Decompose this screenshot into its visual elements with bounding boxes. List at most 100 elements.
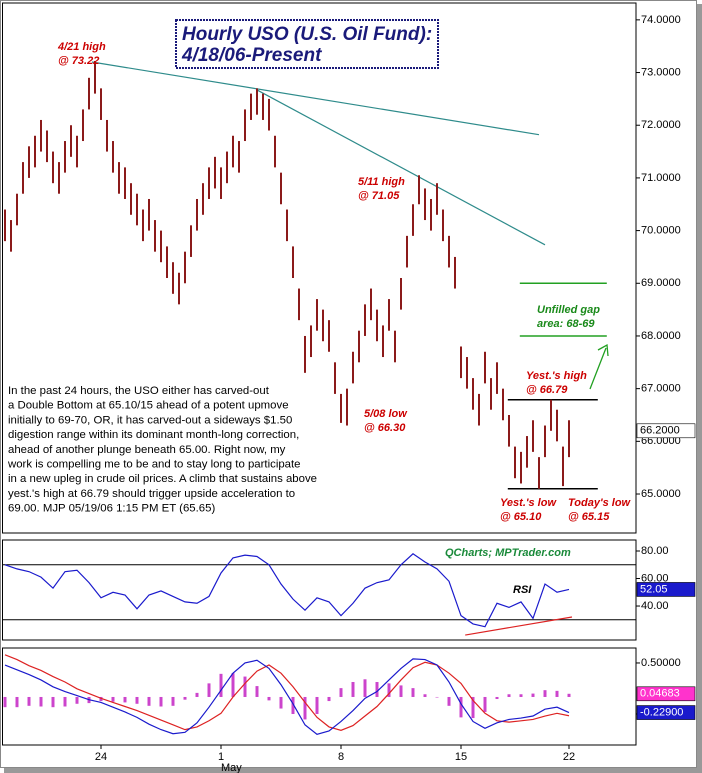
histogram-bar bbox=[363, 679, 367, 697]
histogram-bar bbox=[459, 696, 463, 718]
shadow bbox=[4, 768, 702, 773]
annotation: @ 65.15 bbox=[568, 511, 610, 523]
trendline bbox=[465, 616, 573, 636]
y-tick-label: 60.00 bbox=[641, 572, 669, 584]
x-tick-label: 1 bbox=[218, 751, 224, 763]
panel-frame bbox=[2, 539, 637, 641]
histogram-bar bbox=[267, 696, 271, 701]
histogram-bar bbox=[183, 696, 187, 700]
histogram-bar bbox=[231, 673, 235, 697]
histogram-bar bbox=[123, 696, 127, 703]
annotation: 5/11 high bbox=[358, 176, 405, 188]
y-tick-label: 80.00 bbox=[641, 545, 669, 557]
histogram-bar bbox=[351, 682, 355, 697]
y-tick-label: 66.0000 bbox=[641, 435, 681, 447]
commentary-line: In the past 24 hours, the USO either has… bbox=[8, 385, 270, 397]
histogram-bar bbox=[75, 696, 79, 704]
y-tick-label: 69.0000 bbox=[641, 277, 681, 289]
histogram-bar bbox=[195, 692, 199, 697]
annotation: Yest.'s high bbox=[526, 370, 587, 382]
histogram-bar bbox=[435, 696, 439, 698]
series-line bbox=[4, 552, 570, 628]
histogram-bar bbox=[327, 696, 331, 702]
histogram-bar bbox=[147, 696, 151, 706]
title-box bbox=[175, 19, 439, 69]
annotation: area: 68-69 bbox=[537, 318, 595, 330]
histogram-bar bbox=[387, 683, 391, 697]
trendline bbox=[256, 89, 546, 246]
shadow bbox=[697, 4, 702, 773]
histogram-bar bbox=[507, 694, 511, 697]
value-readout bbox=[636, 582, 696, 597]
value-readout bbox=[636, 423, 696, 439]
annotation: Yest.'s low bbox=[500, 497, 557, 509]
commentary-line: digestion range within its dominant mont… bbox=[8, 429, 299, 441]
commentary-line: yest.'s high at 66.79 should trigger ups… bbox=[8, 488, 295, 500]
histogram-bar bbox=[99, 696, 103, 702]
value-readout-label: 52.05 bbox=[640, 583, 668, 595]
histogram-bar bbox=[111, 696, 115, 702]
x-tick-label: 24 bbox=[95, 751, 107, 763]
histogram-bar bbox=[519, 694, 523, 697]
annotation: @ 66.79 bbox=[526, 384, 568, 396]
histogram-bar bbox=[471, 696, 475, 719]
chart-title: Hourly USO (U.S. Oil Fund): bbox=[182, 24, 432, 45]
annotation: @ 66.30 bbox=[364, 422, 406, 434]
commentary-line: in a new upleg in crude oil prices. A cl… bbox=[8, 473, 317, 485]
histogram-bar bbox=[255, 686, 259, 697]
histogram-bar bbox=[423, 694, 427, 697]
histogram-bar bbox=[171, 696, 175, 706]
value-readout-label: -0.22900 bbox=[640, 706, 683, 718]
x-sublabel: May bbox=[221, 762, 242, 773]
trendline bbox=[91, 61, 540, 136]
y-tick-label: 68.0000 bbox=[641, 330, 681, 342]
chart-subtitle: 4/18/06-Present bbox=[181, 45, 322, 66]
commentary-line: 69.00. MJP 05/19/06 1:15 PM ET (65.65) bbox=[8, 503, 215, 515]
y-tick-label: 73.0000 bbox=[641, 66, 681, 78]
y-tick-label: 70.0000 bbox=[641, 225, 681, 237]
y-tick-label: 67.0000 bbox=[641, 383, 681, 395]
annotation: Unfilled gap bbox=[537, 304, 600, 316]
histogram-bar bbox=[315, 696, 319, 714]
histogram-bar bbox=[531, 693, 535, 697]
histogram-bar bbox=[159, 696, 163, 707]
histogram-bar bbox=[339, 688, 343, 697]
commentary-line: work is compelling me to be and to stay … bbox=[7, 459, 301, 471]
histogram-bar bbox=[543, 690, 547, 697]
panel-title: RSI bbox=[513, 584, 532, 596]
annotation: @ 73.22 bbox=[58, 55, 99, 67]
histogram-bar bbox=[63, 696, 67, 707]
histogram-bar bbox=[15, 696, 19, 708]
source: QCharts; MPTrader.com bbox=[445, 547, 571, 559]
series-line bbox=[4, 658, 570, 736]
histogram-bar bbox=[399, 685, 403, 697]
x-tick-label: 8 bbox=[338, 751, 344, 763]
x-tick-label: 22 bbox=[563, 751, 575, 763]
histogram-bar bbox=[219, 673, 223, 697]
value-readout bbox=[636, 705, 696, 720]
annotation: @ 71.05 bbox=[358, 190, 400, 202]
annotation: 5/08 low bbox=[364, 408, 408, 420]
x-tick-label: 15 bbox=[455, 751, 467, 763]
annotation: 4/21 high bbox=[57, 41, 106, 53]
y-tick-label: 40.00 bbox=[641, 600, 669, 612]
y-tick-label: 65.0000 bbox=[641, 488, 681, 500]
histogram-bar bbox=[291, 696, 295, 714]
histogram-bar bbox=[3, 696, 7, 708]
arrow bbox=[589, 343, 609, 390]
commentary-line: a Double Bottom at 65.10/15 ahead of a p… bbox=[8, 400, 289, 412]
value-readout-label: 66.2000 bbox=[640, 425, 680, 437]
histogram-bar bbox=[411, 688, 415, 697]
commentary-line: initially to 69-70, OR, it has carved-ou… bbox=[8, 414, 292, 426]
panel-frame bbox=[2, 647, 637, 746]
annotation: Today's low bbox=[568, 497, 632, 509]
panel-frame bbox=[2, 2, 637, 534]
histogram-bar bbox=[495, 696, 499, 700]
annotation: @ 65.10 bbox=[500, 511, 542, 523]
histogram-bar bbox=[375, 682, 379, 697]
y-tick-label: 71.0000 bbox=[641, 172, 681, 184]
value-readout-label: 0.04683 bbox=[640, 688, 680, 700]
histogram-bar bbox=[303, 696, 307, 720]
histogram-bar bbox=[243, 676, 247, 697]
